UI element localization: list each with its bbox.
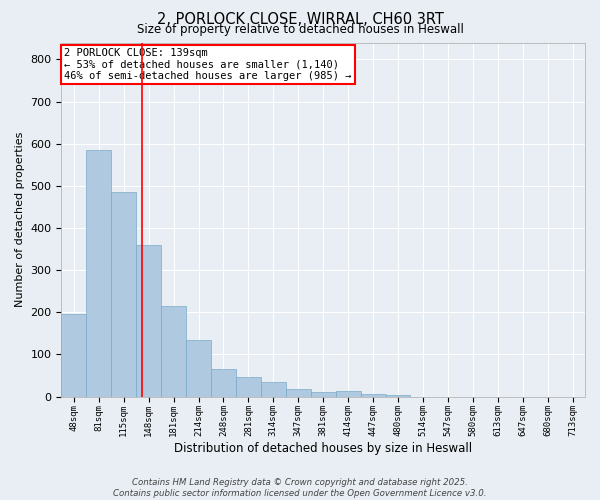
- Bar: [311, 392, 335, 396]
- Bar: [161, 306, 186, 396]
- Text: Size of property relative to detached houses in Heswall: Size of property relative to detached ho…: [137, 22, 463, 36]
- Text: Contains HM Land Registry data © Crown copyright and database right 2025.
Contai: Contains HM Land Registry data © Crown c…: [113, 478, 487, 498]
- Text: 2 PORLOCK CLOSE: 139sqm
← 53% of detached houses are smaller (1,140)
46% of semi: 2 PORLOCK CLOSE: 139sqm ← 53% of detache…: [64, 48, 352, 81]
- Bar: [261, 382, 286, 396]
- Bar: [361, 394, 386, 396]
- Bar: [386, 395, 410, 396]
- X-axis label: Distribution of detached houses by size in Heswall: Distribution of detached houses by size …: [174, 442, 472, 455]
- Bar: [335, 392, 361, 396]
- Bar: [61, 314, 86, 396]
- Bar: [186, 340, 211, 396]
- Bar: [136, 245, 161, 396]
- Bar: [86, 150, 111, 396]
- Text: 2, PORLOCK CLOSE, WIRRAL, CH60 3RT: 2, PORLOCK CLOSE, WIRRAL, CH60 3RT: [157, 12, 443, 28]
- Bar: [286, 390, 311, 396]
- Y-axis label: Number of detached properties: Number of detached properties: [15, 132, 25, 307]
- Bar: [111, 192, 136, 396]
- Bar: [211, 369, 236, 396]
- Bar: [236, 376, 261, 396]
